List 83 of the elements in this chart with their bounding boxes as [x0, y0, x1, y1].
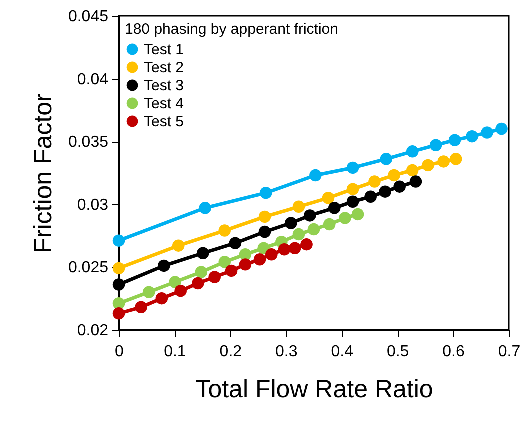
x-tick-label: 0.4	[331, 344, 354, 360]
point	[304, 210, 316, 222]
point	[292, 200, 306, 214]
point	[135, 301, 148, 314]
y-tick-label: 0.045	[68, 8, 109, 26]
point	[308, 223, 320, 236]
point	[112, 262, 126, 275]
point	[218, 256, 231, 268]
point	[292, 228, 306, 241]
legend-label: Test 5	[144, 114, 184, 130]
point	[158, 260, 170, 272]
point	[112, 234, 126, 247]
point	[254, 254, 266, 266]
point	[195, 266, 208, 278]
y-axis-title: Friction Factor	[29, 94, 58, 254]
y-tick-label: 0.04	[77, 71, 109, 88]
point	[406, 146, 419, 158]
point	[208, 271, 221, 284]
x-tick-label: 0.6	[442, 344, 466, 360]
point	[410, 176, 422, 188]
point	[346, 183, 360, 196]
point	[239, 258, 252, 271]
point	[394, 180, 406, 193]
x-tick-label: 0.1	[164, 344, 186, 360]
point	[406, 164, 419, 177]
point	[466, 130, 478, 143]
point	[430, 139, 442, 152]
point	[169, 276, 182, 288]
point	[368, 176, 381, 188]
legend-label: Test 4	[144, 96, 184, 112]
point	[172, 240, 185, 252]
point	[481, 126, 494, 139]
x-tick-label: 0.2	[220, 344, 242, 360]
x-tick-label: 0.7	[498, 344, 521, 360]
y-tick-label: 0.035	[68, 134, 109, 152]
legend-label: Test 3	[144, 78, 184, 94]
point	[258, 226, 272, 238]
x-tick-label: 0.3	[276, 344, 298, 360]
point	[278, 244, 291, 256]
point	[260, 186, 272, 200]
point	[310, 169, 322, 182]
legend-label: Test 1	[144, 42, 184, 58]
point	[438, 156, 450, 168]
y-tick-label: 0.03	[77, 196, 109, 214]
point	[300, 238, 313, 251]
point	[346, 196, 360, 208]
point	[323, 218, 336, 231]
point	[225, 264, 238, 278]
point	[328, 202, 341, 214]
point	[288, 242, 302, 254]
point	[229, 237, 242, 250]
point	[192, 277, 204, 290]
point	[496, 122, 508, 136]
point	[285, 217, 298, 230]
point	[112, 308, 126, 320]
point	[142, 286, 156, 298]
point	[339, 212, 352, 224]
point	[258, 210, 272, 224]
point	[199, 202, 212, 214]
y-tick-label: 0.02	[77, 322, 109, 340]
point	[450, 153, 462, 166]
point	[156, 292, 168, 305]
point	[322, 192, 335, 204]
point	[422, 159, 434, 172]
point	[364, 190, 377, 203]
legend-label: Test 2	[144, 60, 184, 76]
point	[218, 224, 231, 237]
x-tick-label: 0	[115, 344, 124, 360]
point	[352, 208, 364, 221]
point	[380, 153, 393, 166]
point	[448, 134, 462, 146]
point	[112, 278, 126, 291]
y-tick-label: 0.025	[68, 260, 109, 277]
legend-title: 180 phasing by apperant friction	[125, 21, 338, 38]
point	[388, 169, 400, 182]
point	[346, 162, 360, 174]
point	[379, 186, 392, 198]
x-tick-label: 0.5	[386, 344, 410, 360]
point	[174, 284, 187, 298]
point	[197, 247, 210, 260]
point	[266, 248, 278, 261]
point	[258, 242, 270, 254]
x-axis-title: Total Flow Rate Ratio	[196, 376, 434, 404]
